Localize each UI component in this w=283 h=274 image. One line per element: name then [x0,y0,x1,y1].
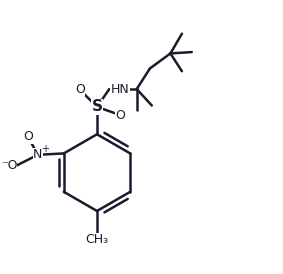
Text: CH₃: CH₃ [85,233,109,246]
Text: S: S [91,99,102,114]
Text: HN: HN [111,82,129,96]
Text: +: + [41,144,49,154]
Text: O: O [115,109,125,122]
Text: N: N [33,148,42,161]
Text: O: O [75,83,85,96]
Text: O: O [23,130,33,144]
Text: ⁻O: ⁻O [1,159,17,172]
